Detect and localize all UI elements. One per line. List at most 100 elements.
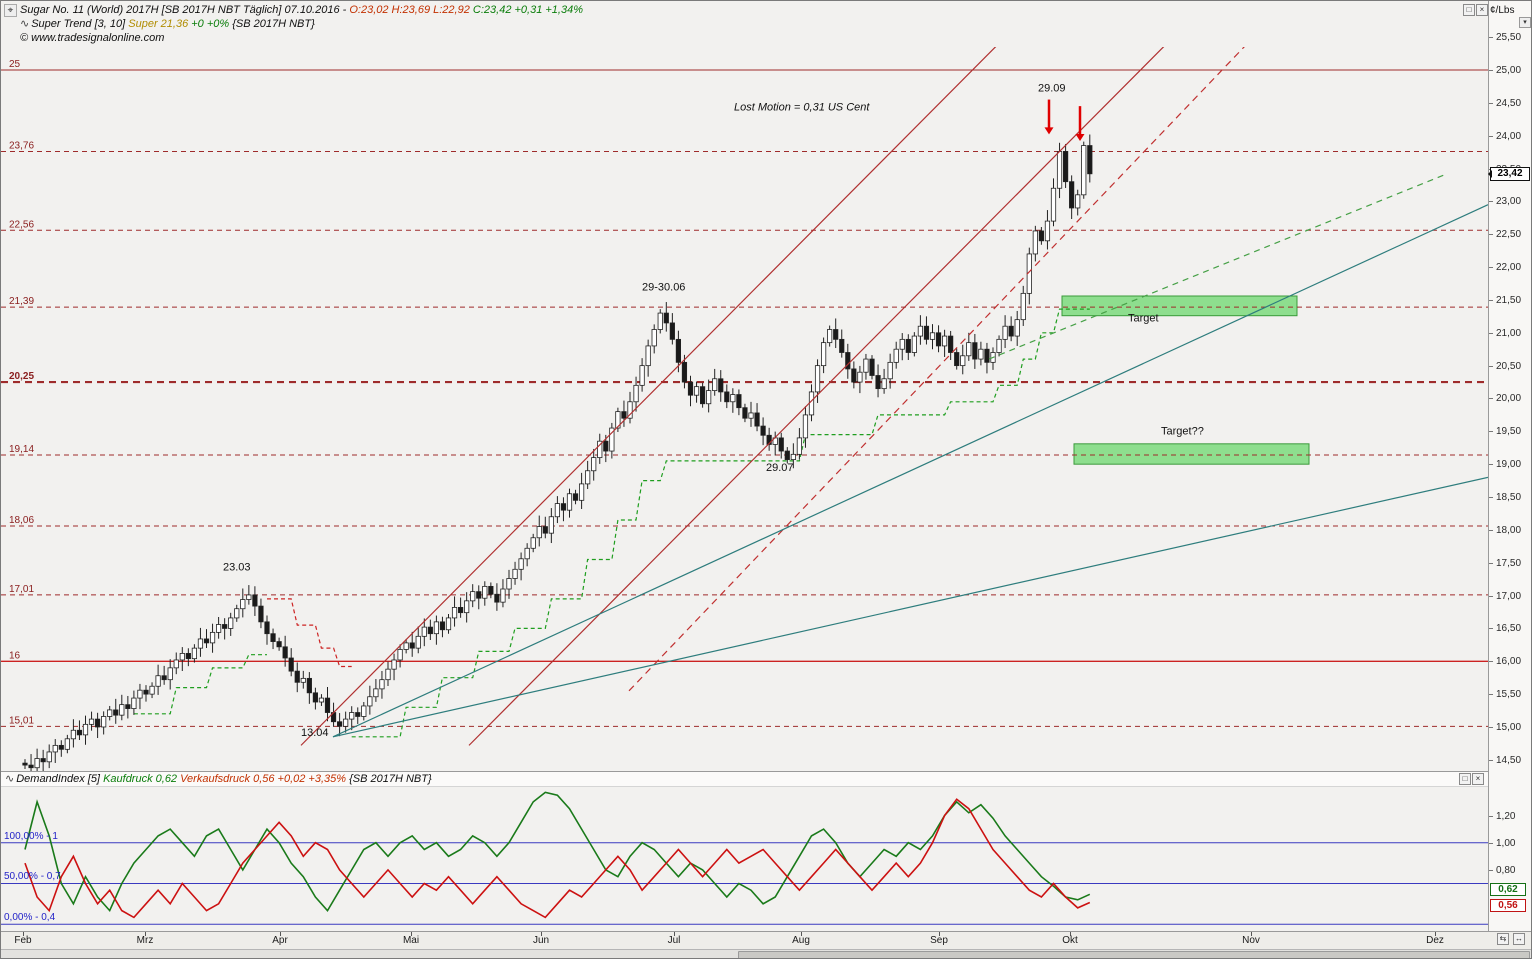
y-tick-label: 15,50 xyxy=(1496,689,1522,701)
close-change-values: C:23,42 +0,31 +1,34% xyxy=(472,4,583,16)
di-tick-label: 1,00 xyxy=(1496,837,1516,849)
svg-text:13.04: 13.04 xyxy=(301,727,329,739)
y-tick-mark xyxy=(1489,37,1493,39)
y-tick-mark xyxy=(1489,102,1493,104)
ohl-values: O:23,02 H:23,69 L:22,92 xyxy=(349,4,473,16)
time-axis[interactable]: Feb Mrz Apr Mai Jun Jul Aug Sep Okt Nov Dez xyxy=(1,931,1531,949)
di-maximize-button[interactable]: □ xyxy=(1459,773,1471,785)
di-tick-mark xyxy=(1489,815,1493,817)
y-tick-label: 19,00 xyxy=(1496,459,1522,471)
svg-text:Lost Motion = 0,31 US Cent: Lost Motion = 0,31 US Cent xyxy=(734,102,870,114)
candlestick-series[interactable] xyxy=(22,134,1093,771)
di-percent-label: 50,00% - 0,7 xyxy=(4,871,61,883)
y-tick-mark xyxy=(1489,332,1493,334)
di-tick-mark xyxy=(1489,842,1493,844)
y-tick-label: 21,00 xyxy=(1496,327,1522,339)
y-tick-mark xyxy=(1489,267,1493,269)
di-tick-label: 1,20 xyxy=(1496,810,1516,822)
demandindex-canvas[interactable] xyxy=(1,787,1488,931)
month-tick-mark xyxy=(280,932,281,936)
svg-text:20,25: 20,25 xyxy=(9,371,34,382)
y-tick-mark xyxy=(1489,661,1493,663)
month-label: Feb xyxy=(14,935,32,946)
svg-text:18,06: 18,06 xyxy=(9,515,34,526)
scroll-mode-button[interactable]: ⇆ xyxy=(1497,933,1509,945)
month-label: Nov xyxy=(1242,935,1260,946)
scrollbar-thumb[interactable] xyxy=(738,951,1530,958)
svg-text:23.03: 23.03 xyxy=(223,562,251,574)
di-tick-label: 0,80 xyxy=(1496,864,1516,876)
month-label: Mrz xyxy=(136,935,154,946)
crosshair-tool-icon[interactable]: ⌖ xyxy=(4,4,17,17)
y-tick-mark xyxy=(1489,529,1493,531)
chart-annotations[interactable]: 29.09 Lost Motion = 0,31 US Cent 29-30.06 2… xyxy=(223,83,1066,740)
y-tick-label: 17,50 xyxy=(1496,557,1522,569)
demandindex-header: ∿ DemandIndex [5] Kaufdruck 0,62 Verkaufs… xyxy=(1,771,1488,787)
maximize-button[interactable]: □ xyxy=(1463,4,1475,16)
svg-text:29.09: 29.09 xyxy=(1038,83,1066,95)
month-tick-mark xyxy=(1435,932,1436,936)
signal-arrows[interactable] xyxy=(1044,99,1085,141)
y-tick-mark xyxy=(1489,299,1493,301)
supertrend-value: Super 21,36 xyxy=(128,18,192,30)
verkaufsdruck-value: Verkaufsdruck 0,56 +0,02 +3,35% xyxy=(180,773,350,785)
chart-header: Sugar No. 11 (World) 2017H [SB 2017H NBT… xyxy=(20,3,583,45)
y-tick-label: 24,00 xyxy=(1496,130,1522,142)
wave-icon: ∿ xyxy=(5,773,15,785)
last-price-marker: 23,42 xyxy=(1488,166,1530,181)
kaufdruck-value: Kaufdruck 0,62 xyxy=(103,773,181,785)
y-tick-mark xyxy=(1489,431,1493,433)
trendlines[interactable] xyxy=(300,47,1488,746)
month-label: Jun xyxy=(532,935,550,946)
y-tick-label: 16,50 xyxy=(1496,623,1522,635)
di-close-button[interactable]: × xyxy=(1472,773,1484,785)
svg-text:29.07: 29.07 xyxy=(766,462,794,474)
copyright-line: © www.tradesignalonline.com xyxy=(20,32,165,44)
y-tick-mark xyxy=(1489,135,1493,137)
supertrend-lines[interactable] xyxy=(133,308,1090,738)
svg-text:Target: Target xyxy=(1128,313,1159,325)
month-label: Jul xyxy=(667,935,681,946)
y-tick-mark xyxy=(1489,562,1493,564)
month-label: Dez xyxy=(1426,935,1444,946)
axis-dropdown-button[interactable]: ▾ xyxy=(1519,17,1531,28)
horizontal-scrollbar[interactable] xyxy=(1,949,1531,958)
target-boxes[interactable]: Target Target?? xyxy=(1061,295,1310,465)
y-tick-label: 18,00 xyxy=(1496,524,1522,536)
y-tick-mark xyxy=(1489,726,1493,728)
svg-text:25: 25 xyxy=(9,59,21,70)
price-axis[interactable]: 25,5025,0024,5024,0023,5023,0022,5022,00… xyxy=(1488,1,1531,771)
di-series-kaufdruck[interactable] xyxy=(24,791,1091,913)
y-tick-mark xyxy=(1489,694,1493,696)
month-tick-mark xyxy=(674,932,675,936)
svg-text:Target??: Target?? xyxy=(1161,426,1204,438)
di-percent-label: 0,00% - 0,4 xyxy=(4,912,56,924)
month-tick-mark xyxy=(541,932,542,936)
month-tick-mark xyxy=(145,932,146,936)
y-tick-label: 24,50 xyxy=(1496,97,1522,109)
y-tick-mark xyxy=(1489,365,1493,367)
y-tick-label: 20,00 xyxy=(1496,393,1522,405)
supertrend-name: Super Trend [3, 10] xyxy=(31,18,129,30)
month-label: Aug xyxy=(792,935,810,946)
y-tick-label: 20,50 xyxy=(1496,360,1522,372)
y-tick-mark xyxy=(1489,398,1493,400)
y-tick-mark xyxy=(1489,497,1493,499)
di-value-marker: 0,56 xyxy=(1490,899,1526,913)
close-button[interactable]: × xyxy=(1476,4,1488,16)
main-chart-canvas[interactable]: Target Target?? 25 23,76 22,56 21,39 20,25 19,1… xyxy=(1,47,1488,771)
y-tick-label: 21,50 xyxy=(1496,294,1522,306)
svg-text:29-30.06: 29-30.06 xyxy=(642,282,685,294)
instrument-title: Sugar No. 11 (World) 2017H [SB 2017H NBT… xyxy=(20,4,350,16)
svg-text:19,14: 19,14 xyxy=(9,444,34,455)
month-label: Apr xyxy=(272,935,288,946)
y-tick-label: 15,00 xyxy=(1496,721,1522,733)
di-series-verkaufsdruck[interactable] xyxy=(24,798,1091,919)
month-label: Mai xyxy=(402,935,420,946)
di-percent-label: 100,00% - 1 xyxy=(4,830,58,842)
y-tick-label: 22,00 xyxy=(1496,262,1522,274)
resize-axis-button[interactable]: ↔ xyxy=(1513,933,1525,945)
y-tick-label: 18,50 xyxy=(1496,492,1522,504)
demandindex-symbol: {SB 2017H NBT} xyxy=(349,773,432,785)
